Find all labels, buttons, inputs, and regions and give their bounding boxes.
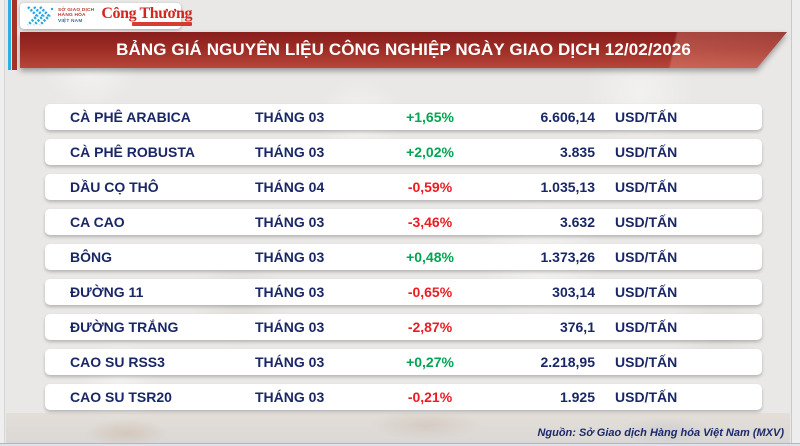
price-value: 3.632 <box>559 214 595 230</box>
price-unit: USD/TẤN <box>615 214 678 230</box>
contract-month: THÁNG 03 <box>255 249 325 265</box>
contract-month: THÁNG 03 <box>255 144 325 160</box>
header-accent-stripes <box>8 0 17 70</box>
commodity-name: CÀ PHÊ ARABICA <box>70 109 191 125</box>
commodity-name: CAO SU TSR20 <box>70 389 172 405</box>
change-percent: -2,87% <box>407 319 453 335</box>
logo-plate: SỞ GIAO DỊCH HÀNG HÓA VIỆT NAM Công Thươ… <box>20 3 192 29</box>
bottom-photo-strip <box>6 413 790 443</box>
change-percent: +1,65% <box>406 109 454 125</box>
mxv-logo-icon <box>27 6 54 26</box>
contract-month: THÁNG 03 <box>255 354 325 370</box>
price-value: 6.606,14 <box>540 109 596 125</box>
price-table: CÀ PHÊ ARABICA THÁNG 03 +1,65% 6.606,14 … <box>45 104 762 419</box>
contract-month: THÁNG 03 <box>255 109 325 125</box>
table-row: ĐƯỜNG TRẮNG THÁNG 03 -2,87% 376,1 USD/TẤ… <box>45 314 762 340</box>
price-unit: USD/TẤN <box>615 319 678 335</box>
left-edge-margin <box>0 0 5 446</box>
red-stripe <box>12 0 17 70</box>
price-unit: USD/TẤN <box>615 109 678 125</box>
right-edge-margin <box>791 0 800 446</box>
price-value: 303,14 <box>552 284 595 300</box>
price-unit: USD/TẤN <box>615 179 678 195</box>
price-value: 1.925 <box>559 389 595 405</box>
congthuong-tagline-bar <box>132 22 193 26</box>
mxv-text-line1: SỞ GIAO DỊCH <box>58 7 95 13</box>
change-percent: -0,21% <box>407 389 453 405</box>
mxv-logo-text: SỞ GIAO DỊCH HÀNG HÓA VIỆT NAM <box>58 8 94 24</box>
contract-month: THÁNG 03 <box>255 214 325 230</box>
table-row: CAO SU RSS3 THÁNG 03 +0,27% 2.218,95 USD… <box>45 349 762 375</box>
price-value: 1.035,13 <box>540 179 596 195</box>
change-percent: +0,48% <box>406 249 454 265</box>
table-row: CA CAO THÁNG 03 -3,46% 3.632 USD/TẤN <box>45 209 762 235</box>
price-value: 3.835 <box>559 144 595 160</box>
congthuong-logo: Công Thương <box>101 6 192 26</box>
mxv-text-line3: VIỆT NAM <box>58 18 83 24</box>
title-banner-shape: BẢNG GIÁ NGUYÊN LIỆU CÔNG NGHIỆP NGÀY GI… <box>20 32 787 68</box>
change-percent: -0,65% <box>407 284 453 300</box>
source-note: Nguồn: Sở Giao dịch Hàng hóa Việt Nam (M… <box>537 427 784 439</box>
change-percent: +0,27% <box>406 354 454 370</box>
price-unit: USD/TẤN <box>615 144 678 160</box>
commodity-name: ĐƯỜNG TRẮNG <box>70 319 179 335</box>
page-title: BẢNG GIÁ NGUYÊN LIỆU CÔNG NGHIỆP NGÀY GI… <box>116 40 691 59</box>
price-value: 376,1 <box>559 319 595 335</box>
price-unit: USD/TẤN <box>615 389 678 405</box>
table-row: BÔNG THÁNG 03 +0,48% 1.373,26 USD/TẤN <box>45 244 762 270</box>
title-banner: BẢNG GIÁ NGUYÊN LIỆU CÔNG NGHIỆP NGÀY GI… <box>20 32 787 68</box>
table-row: CÀ PHÊ ROBUSTA THÁNG 03 +2,02% 3.835 USD… <box>45 139 762 165</box>
contract-month: THÁNG 04 <box>255 179 325 195</box>
commodity-name: DẦU CỌ THÔ <box>70 179 159 195</box>
change-percent: -0,59% <box>407 179 453 195</box>
price-value: 1.373,26 <box>540 249 596 265</box>
change-percent: -3,46% <box>407 214 453 230</box>
commodity-name: CÀ PHÊ ROBUSTA <box>70 144 195 160</box>
commodity-name: CAO SU RSS3 <box>70 354 165 370</box>
cyan-stripe <box>8 0 11 70</box>
bottom-edge-line <box>0 443 800 446</box>
price-unit: USD/TẤN <box>615 284 678 300</box>
commodity-name: ĐƯỜNG 11 <box>70 284 144 300</box>
table-row: ĐƯỜNG 11 THÁNG 03 -0,65% 303,14 USD/TẤN <box>45 279 762 305</box>
contract-month: THÁNG 03 <box>255 389 325 405</box>
price-unit: USD/TẤN <box>615 249 678 265</box>
mxv-text-line2: HÀNG HÓA <box>58 13 86 19</box>
table-row: CAO SU TSR20 THÁNG 03 -0,21% 1.925 USD/T… <box>45 384 762 410</box>
price-unit: USD/TẤN <box>615 354 678 370</box>
contract-month: THÁNG 03 <box>255 284 325 300</box>
change-percent: +2,02% <box>406 144 454 160</box>
commodity-name: BÔNG <box>70 249 112 265</box>
table-row: DẦU CỌ THÔ THÁNG 04 -0,59% 1.035,13 USD/… <box>45 174 762 200</box>
commodity-name: CA CAO <box>70 214 125 230</box>
table-row: CÀ PHÊ ARABICA THÁNG 03 +1,65% 6.606,14 … <box>45 104 762 130</box>
congthuong-wordmark: Công Thương <box>101 5 193 22</box>
price-value: 2.218,95 <box>540 354 596 370</box>
contract-month: THÁNG 03 <box>255 319 325 335</box>
